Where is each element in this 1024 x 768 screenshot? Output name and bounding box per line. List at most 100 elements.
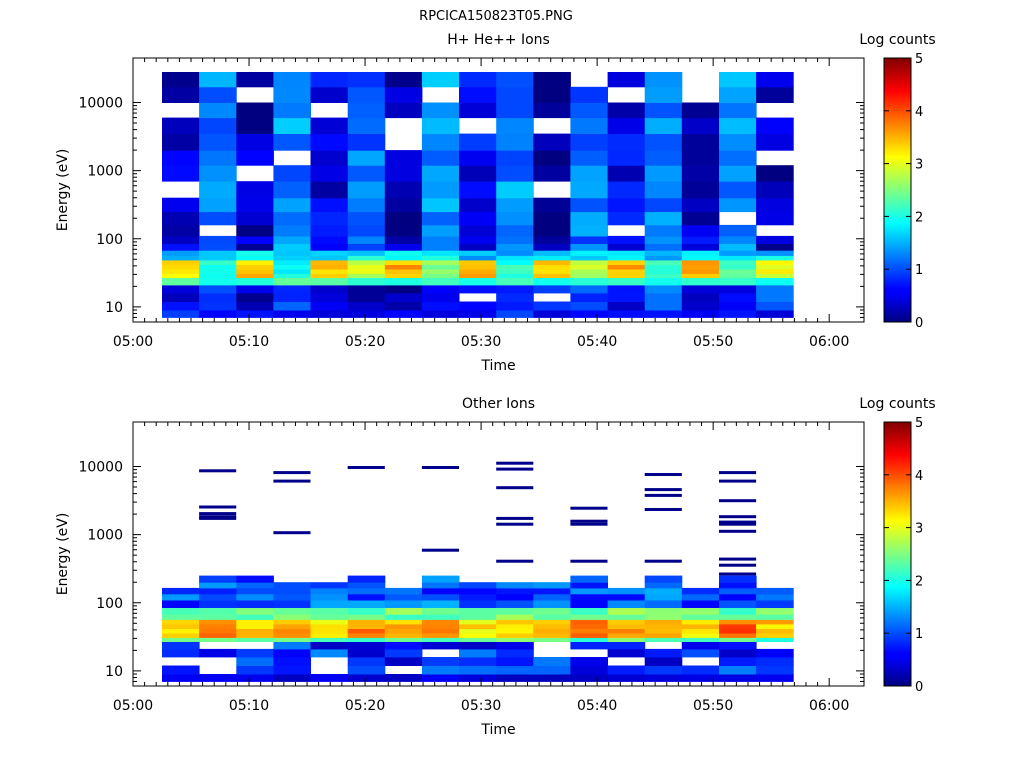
heatmap-cell: [756, 269, 794, 274]
heatmap-cell: [421, 273, 460, 278]
heatmap-cell: [681, 273, 720, 278]
sparse-count-bar: [570, 522, 608, 526]
heatmap-cell: [273, 273, 311, 278]
heatmap-cell: [310, 301, 349, 311]
heatmap-cell: [570, 633, 608, 638]
sparse-count-bar: [199, 516, 237, 520]
heatmap-cell: [236, 665, 274, 675]
heatmap-cell: [570, 269, 608, 274]
heatmap-cell: [162, 674, 200, 682]
heatmap-cell: [719, 674, 757, 682]
heatmap-cell: [273, 633, 311, 638]
heatmap-cell: [421, 587, 460, 595]
heatmap-cell: [533, 665, 571, 675]
heatmap-cell: [496, 235, 534, 244]
heatmap-cell: [384, 637, 423, 642]
heatmap-cell: [310, 86, 349, 103]
heatmap-cell: [570, 102, 608, 119]
heatmap-cell: [236, 181, 274, 199]
heatmap-cell: [607, 599, 646, 608]
heatmap-cell: [719, 575, 757, 583]
heatmap-cell: [347, 293, 386, 302]
heatmap-cell: [644, 250, 683, 256]
heatmap-cell: [384, 674, 423, 682]
heatmap-cell: [644, 310, 683, 318]
heatmap-cell: [644, 72, 683, 88]
heatmap-cell: [756, 86, 794, 103]
heatmap-cell: [607, 301, 646, 311]
heatmap-cell: [273, 264, 311, 270]
heatmap-cell: [644, 633, 683, 638]
heatmap-cell: [347, 593, 386, 601]
heatmap-cell: [421, 102, 460, 119]
heatmap-cell: [310, 117, 349, 134]
heatmap-cell: [273, 310, 311, 318]
heatmap-cell: [273, 235, 311, 244]
heatmap-cell: [459, 235, 497, 244]
heatmap-cell: [384, 599, 423, 608]
heatmap-cell: [347, 582, 386, 589]
heatmap-cell: [681, 593, 720, 601]
heatmap-cell: [310, 250, 349, 256]
heatmap-cell: [607, 607, 646, 615]
heatmap-cell: [347, 255, 386, 261]
heatmap-cell: [459, 255, 497, 261]
heatmap-cell: [459, 599, 497, 608]
heatmap-cell: [570, 284, 608, 294]
heatmap-cell: [347, 224, 386, 237]
heatmap-cell: [347, 284, 386, 294]
heatmap-cell: [347, 117, 386, 134]
x-tick-label: 05:20: [345, 698, 385, 714]
sparse-count-bar: [199, 505, 237, 509]
x-tick-label: 05:20: [345, 334, 385, 350]
heatmap-cell: [199, 623, 237, 629]
heatmap-cell: [644, 593, 683, 601]
heatmap-cell: [496, 587, 534, 595]
heatmap-cell: [162, 117, 200, 134]
heatmap-cell: [756, 293, 794, 302]
heatmap-cell: [421, 301, 460, 311]
heatmap-cell: [384, 86, 423, 103]
heatmap-cell: [459, 269, 497, 274]
heatmap-cell: [310, 133, 349, 151]
heatmap-cell: [347, 197, 386, 213]
heatmap-cell: [384, 150, 423, 166]
heatmap-cell: [236, 628, 274, 634]
heatmap-cell: [570, 637, 608, 642]
heatmap-cell: [719, 264, 757, 270]
heatmap-cell: [347, 587, 386, 595]
heatmap-cell: [496, 641, 534, 650]
heatmap-cell: [533, 165, 571, 182]
heatmap-cell: [607, 648, 646, 658]
heatmap-cell: [384, 293, 423, 302]
heatmap-cell: [236, 599, 274, 608]
heatmap-cell: [347, 665, 386, 675]
heatmap-cell: [199, 637, 237, 642]
heatmap-cell: [496, 674, 534, 682]
heatmap-cell: [421, 593, 460, 601]
y-tick-label: 10000: [78, 96, 123, 112]
heatmap-cell: [199, 264, 237, 270]
heatmap-cell: [756, 648, 794, 658]
heatmap-cell: [273, 599, 311, 608]
heatmap-cell: [162, 133, 200, 151]
heatmap-cell: [607, 117, 646, 134]
heatmap-cell: [459, 641, 497, 650]
heatmap-cell: [719, 623, 757, 629]
heatmap-cell: [273, 614, 311, 620]
sparse-count-bar: [719, 515, 757, 519]
heatmap-cell: [570, 607, 608, 615]
heatmap-cell: [533, 582, 571, 589]
heatmap-cell: [719, 637, 757, 642]
x-tick-label: 05:10: [229, 334, 269, 350]
heatmap-cell: [533, 284, 571, 294]
heatmap-cell: [347, 102, 386, 119]
heatmap-cell: [236, 582, 274, 589]
heatmap-cell: [384, 614, 423, 620]
heatmap-cell: [310, 619, 349, 625]
heatmap-cell: [681, 301, 720, 311]
heatmap-cell: [570, 150, 608, 166]
heatmap-cell: [459, 197, 497, 213]
heatmap-cell: [533, 86, 571, 103]
heatmap-cell: [384, 224, 423, 237]
